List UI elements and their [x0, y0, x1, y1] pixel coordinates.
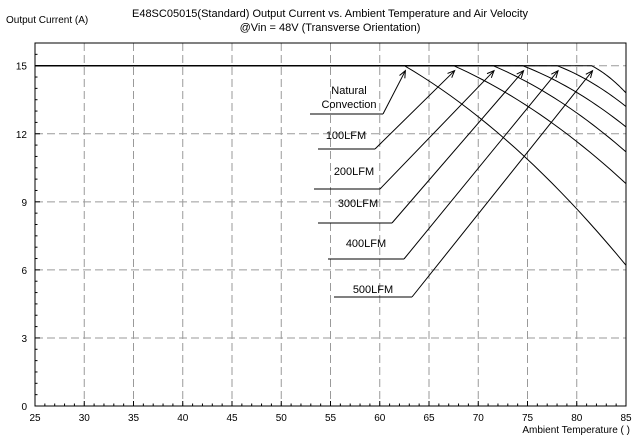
annotation-label: 500LFM: [353, 284, 393, 296]
x-tick-label: 45: [226, 413, 238, 424]
series-line-3: [35, 65, 627, 153]
series-line-2: [35, 65, 627, 185]
annotation-arrowhead: [486, 69, 495, 78]
y-tick-label: 15: [16, 62, 28, 73]
annotation-label: 200LFM: [334, 166, 374, 178]
x-tick-label: 50: [276, 413, 288, 424]
y-tick-label: 0: [21, 402, 27, 413]
chart-title: E48SC05015(Standard) Output Current vs. …: [132, 8, 529, 20]
y-tick-label: 9: [21, 198, 27, 209]
y-axis-label: Output Current (A): [6, 15, 88, 26]
x-tick-label: 85: [620, 413, 632, 424]
annotation-leader: [403, 70, 559, 260]
annotation-arrowhead: [516, 69, 525, 79]
grid: [35, 43, 626, 406]
annotation-arrowhead: [585, 69, 594, 79]
x-tick-label: 75: [522, 413, 534, 424]
annotation-arrowhead: [447, 69, 456, 78]
series-line-4: [35, 65, 627, 128]
annotation-leader: [374, 70, 455, 150]
annotation-label: Natural Convection: [321, 85, 376, 111]
annotation-leader: [411, 70, 593, 298]
x-tick-label: 30: [79, 413, 91, 424]
x-tick-label: 55: [325, 413, 337, 424]
annotation-label: 400LFM: [346, 238, 386, 250]
chart-subtitle: @Vin = 48V (Transverse Orientation): [240, 22, 421, 34]
x-tick-label: 35: [128, 413, 140, 424]
annotation-label: 100LFM: [326, 130, 366, 142]
x-tick-label: 60: [374, 413, 386, 424]
annotation-label: 300LFM: [338, 198, 378, 210]
annotation-arrowhead: [399, 69, 406, 79]
x-tick-label: 65: [423, 413, 435, 424]
annotation-leader: [382, 70, 406, 115]
y-tick-label: 12: [16, 130, 28, 141]
y-tick-label: 6: [21, 266, 27, 277]
x-axis-label: Ambient Temperature ( ): [522, 425, 630, 436]
series-line-5: [35, 65, 627, 107]
x-tick-label: 40: [177, 413, 189, 424]
series-line-6: [35, 65, 627, 94]
series-line-1: [35, 65, 627, 266]
annotation-leader: [391, 70, 524, 224]
x-tick-label: 80: [571, 413, 583, 424]
x-tick-label: 70: [473, 413, 485, 424]
series-lines: [35, 65, 627, 266]
annotation-leader: [379, 70, 495, 190]
axes: 25 30 35 40 45 50 55 60 65 70 75 80 85 0 3 6 9 12 15: [16, 42, 632, 424]
annotations: Natural Convection 100LFM 200LFM 300LFM 400LF…: [310, 69, 594, 298]
y-tick-label: 3: [21, 334, 27, 345]
x-tick-label: 25: [29, 413, 41, 424]
annotation-arrowhead: [551, 69, 559, 79]
